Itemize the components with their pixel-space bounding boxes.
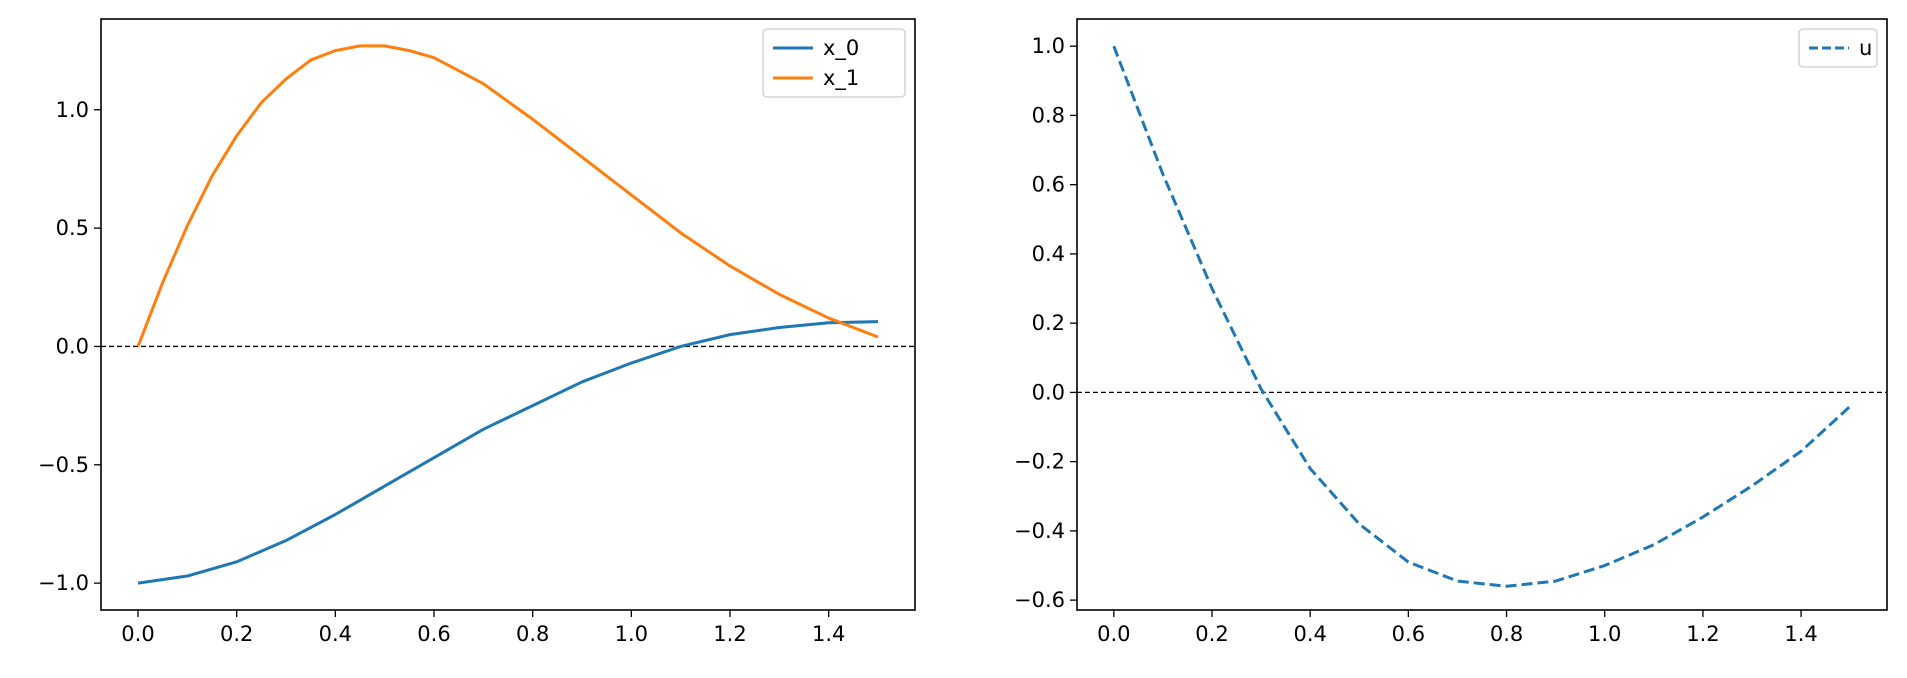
y-tick-label: −1.0 [38, 571, 89, 595]
series-line-x-1 [136, 44, 879, 347]
legend-box [762, 28, 906, 98]
x-tick-label: 0.8 [1490, 622, 1523, 646]
x-tick-label: 0.0 [1097, 622, 1130, 646]
x-tick-label: 0.0 [121, 622, 154, 646]
x-tick-label: 0.8 [516, 622, 549, 646]
y-tick-label: 0.0 [56, 334, 89, 358]
x-tick-label: 1.0 [615, 622, 648, 646]
y-tick-label: 0.6 [1032, 173, 1065, 197]
x-tick-label: 0.6 [417, 622, 450, 646]
legend: x_0x_1 [762, 28, 906, 98]
panel-1: 0.0 0.2 0.4 0.6 0.8 1.0 1.2 1.4 −1.0 −0.5 0.0 0.5 1.… [38, 18, 916, 646]
x-tick-label: 0.4 [1293, 622, 1326, 646]
legend-label-x-1: x_1 [823, 66, 859, 91]
x-tick-label: 1.2 [713, 622, 746, 646]
panel-2: 0.0 0.2 0.4 0.6 0.8 1.0 1.2 1.4 −0.6 −0.4 −0.2 0.0 0… [1014, 18, 1888, 646]
x-tick-label: 0.6 [1392, 622, 1425, 646]
y-tick-label: 0.5 [56, 216, 89, 240]
series-line-x-0 [137, 320, 879, 585]
legend: u [1798, 28, 1878, 68]
axes-frame [100, 18, 916, 611]
x-tick-label: 1.4 [1784, 622, 1817, 646]
y-tick-label: −0.2 [1014, 450, 1065, 474]
x-tick-label: 1.2 [1686, 622, 1719, 646]
axes-frame [1076, 18, 1888, 611]
y-tick-label: 0.8 [1032, 103, 1065, 127]
y-tick-label: −0.5 [38, 453, 89, 477]
x-tick-label: 0.4 [319, 622, 352, 646]
x-tick-label: 1.4 [812, 622, 845, 646]
x-tick-label: 0.2 [1195, 622, 1228, 646]
y-tick-label: 1.0 [1032, 34, 1065, 58]
y-tick-label: 0.2 [1032, 311, 1065, 335]
y-tick-label: −0.4 [1014, 519, 1065, 543]
y-tick-label: 0.0 [1032, 380, 1065, 404]
y-tick-label: 1.0 [56, 98, 89, 122]
series-line-u [1112, 45, 1852, 588]
x-tick-label: 1.0 [1588, 622, 1621, 646]
legend-label-u: u [1859, 36, 1872, 60]
y-tick-label: 0.4 [1032, 242, 1065, 266]
x-tick-label: 0.2 [220, 622, 253, 646]
y-tick-label: −0.6 [1014, 588, 1065, 612]
legend-label-x-0: x_0 [823, 36, 859, 61]
